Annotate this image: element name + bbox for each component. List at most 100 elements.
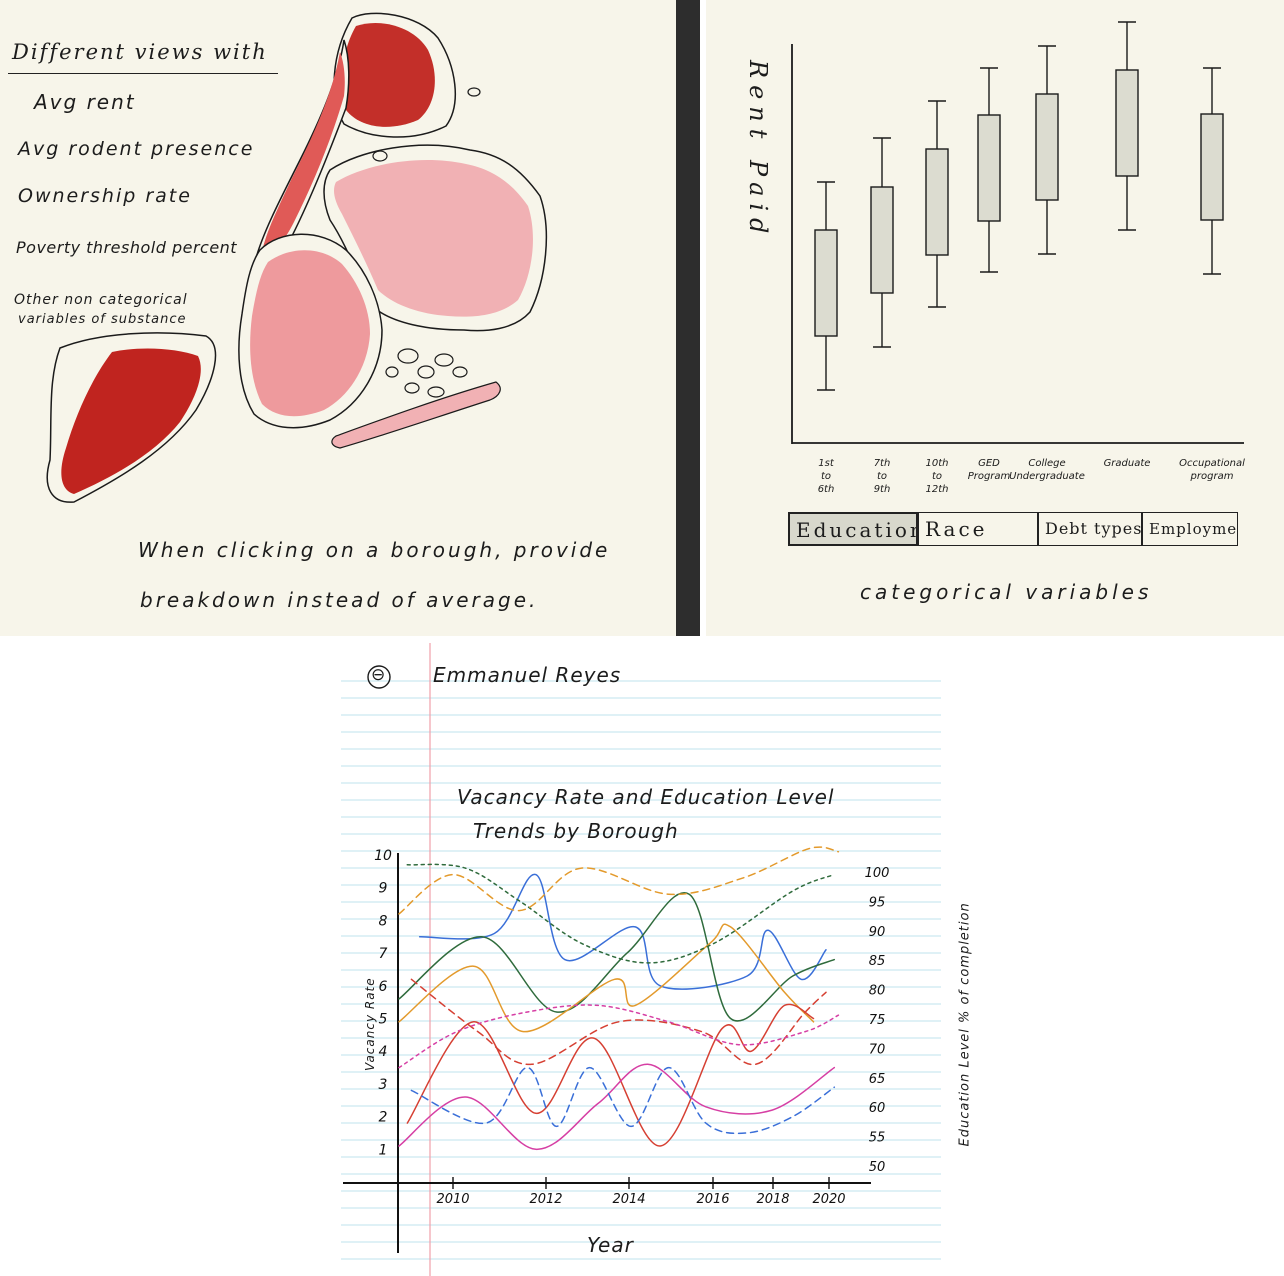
series-line bbox=[398, 1004, 840, 1069]
boxplot-boxes bbox=[814, 21, 1224, 391]
tab-race[interactable]: Race bbox=[918, 512, 1038, 546]
y-tick-label: 1 bbox=[379, 1142, 388, 1158]
series-line bbox=[406, 1003, 815, 1147]
other-variables-line1: Other non categorical bbox=[14, 292, 188, 308]
series-line bbox=[418, 873, 827, 990]
series-line bbox=[410, 978, 827, 1066]
y2-tick-label: 60 bbox=[869, 1101, 886, 1116]
notebook-chart-panel: 1 2 3 4 5 6 7 8 9 10 50 55 60 65 70 75 80 85 90 95 100 2010 20… bbox=[341, 643, 973, 1276]
y2-tick-label: 75 bbox=[869, 1013, 886, 1028]
brooklyn-borough[interactable] bbox=[238, 233, 501, 449]
view-option-poverty[interactable]: Poverty threshold percent bbox=[16, 238, 238, 257]
boxplot-category-label: to bbox=[877, 471, 887, 482]
x-tick-label: 2016 bbox=[696, 1192, 729, 1207]
series-line bbox=[398, 923, 815, 1033]
boxplot-box bbox=[977, 67, 1001, 273]
x-tick-label: 2012 bbox=[529, 1192, 562, 1207]
tab-employment[interactable]: Employment bbox=[1142, 512, 1238, 546]
boxplot-sketch-panel: 1st to 6th 7th to 9th 10th to 12th GED Program Coll… bbox=[706, 0, 1284, 636]
map-click-note-line1: When clicking on a borough, provide bbox=[138, 538, 611, 562]
y2-tick-label: 80 bbox=[869, 984, 886, 999]
map-click-note-line2: breakdown instead of average. bbox=[140, 588, 539, 612]
map-sketch-panel: Different views with Avg rent Avg rodent… bbox=[0, 0, 676, 636]
boxplot-category-label: to bbox=[932, 471, 942, 482]
boxplot-category-label: to bbox=[821, 471, 831, 482]
y-tick-label: 7 bbox=[379, 946, 388, 962]
series-line bbox=[398, 891, 836, 1022]
queens-borough[interactable] bbox=[323, 144, 548, 332]
borough-map bbox=[46, 12, 548, 503]
boxplot-box bbox=[1115, 21, 1139, 231]
y2-tick-label: 50 bbox=[869, 1160, 886, 1175]
y2-tick-label: 70 bbox=[869, 1042, 886, 1057]
series-line bbox=[410, 1066, 836, 1135]
chart-title-line1: Vacancy Rate and Education Level bbox=[457, 785, 835, 809]
categorical-variables-caption: categorical variables bbox=[860, 580, 1153, 604]
y-tick-label: 9 bbox=[379, 881, 388, 897]
trend-line-chart: 1 2 3 4 5 6 7 8 9 10 50 55 60 65 70 75 80 85 90 95 100 2010 20… bbox=[343, 846, 890, 1253]
chart-title-line2: Trends by Borough bbox=[473, 819, 679, 843]
boxplot-box bbox=[870, 137, 894, 348]
y2-tick-label: 100 bbox=[865, 866, 890, 881]
y-tick-label: 5 bbox=[379, 1012, 388, 1028]
boxplot-box bbox=[925, 100, 949, 308]
y2-tick-label: 95 bbox=[869, 895, 886, 910]
view-option-rodent[interactable]: Avg rodent presence bbox=[18, 138, 255, 160]
series-line bbox=[398, 1063, 836, 1151]
x-tick-label: 2020 bbox=[812, 1192, 845, 1207]
boxplot-category-label: Graduate bbox=[1104, 458, 1151, 469]
y-tick-label: 3 bbox=[379, 1077, 388, 1093]
y2-tick-label: 55 bbox=[869, 1131, 886, 1146]
y-tick-label: 6 bbox=[379, 979, 388, 995]
tab-education[interactable]: Education bbox=[788, 512, 918, 546]
series-line bbox=[406, 863, 836, 964]
boxplot-category-label: GED bbox=[978, 458, 1000, 469]
panel-divider bbox=[676, 0, 700, 636]
map-views-heading: Different views with bbox=[12, 40, 268, 64]
y-tick-label: 4 bbox=[379, 1044, 388, 1060]
boxplot-category-labels: 1st to 6th 7th to 9th 10th to 12th GED Program Coll… bbox=[818, 458, 1245, 495]
x-tick-label: 2014 bbox=[612, 1192, 645, 1207]
other-variables-line2: variables of substance bbox=[18, 312, 187, 327]
author-name: Emmanuel Reyes bbox=[433, 663, 622, 687]
chart-x-label: Year bbox=[587, 1233, 634, 1257]
boxplot-box bbox=[1200, 67, 1224, 275]
boxplot-category-label: Program bbox=[968, 471, 1011, 482]
chart-y2-label: Education Level % of completion bbox=[957, 902, 973, 1147]
boxplot-box bbox=[1035, 45, 1059, 255]
x-tick-label: 2010 bbox=[436, 1192, 469, 1207]
tab-debt-types[interactable]: Debt types bbox=[1038, 512, 1142, 546]
x-tick-label: 2018 bbox=[756, 1192, 789, 1207]
y-tick-label: 2 bbox=[379, 1110, 388, 1126]
boxplot-category-label: 7th bbox=[874, 458, 891, 469]
notebook-marker: ⊖ bbox=[371, 665, 386, 685]
y2-tick-label: 90 bbox=[869, 925, 886, 940]
view-option-ownership[interactable]: Ownership rate bbox=[18, 185, 192, 207]
y-tick-label: 10 bbox=[374, 848, 392, 864]
notebook-paper: 1 2 3 4 5 6 7 8 9 10 50 55 60 65 70 75 80 85 90 95 100 2010 20… bbox=[341, 643, 941, 1276]
boxplot-box bbox=[814, 181, 838, 391]
boxplot-category-label: 10th bbox=[926, 458, 949, 469]
boxplot-category-label: Occupational bbox=[1179, 458, 1245, 469]
series-line bbox=[398, 846, 840, 915]
rent-boxplot: 1st to 6th 7th to 9th 10th to 12th GED Program Coll… bbox=[791, 21, 1245, 495]
ruled-lines bbox=[341, 680, 941, 1260]
y2-tick-label: 85 bbox=[869, 954, 886, 969]
marker-circle bbox=[367, 665, 391, 689]
view-option-avg-rent[interactable]: Avg rent bbox=[34, 90, 136, 114]
jamaica-bay-islands bbox=[372, 87, 481, 398]
boxplot-category-label: 6th bbox=[818, 484, 835, 495]
boxplot-category-label: Undergraduate bbox=[1009, 471, 1085, 482]
y2-tick-label: 65 bbox=[869, 1072, 886, 1087]
boxplot-category-label: program bbox=[1190, 471, 1234, 482]
bronx-borough[interactable] bbox=[333, 12, 457, 138]
boxplot-y-label: Rent Paid bbox=[744, 60, 772, 241]
chart-y-label: Vacancy Rate bbox=[363, 977, 377, 1071]
y-tick-label: 8 bbox=[379, 913, 388, 929]
boxplot-category-label: 1st bbox=[818, 458, 835, 469]
staten-island-borough[interactable] bbox=[46, 332, 217, 503]
heading-underline bbox=[8, 73, 278, 74]
boxplot-category-label: 9th bbox=[874, 484, 891, 495]
boxplot-category-label: 12th bbox=[926, 484, 949, 495]
boxplot-category-label: College bbox=[1028, 458, 1065, 469]
